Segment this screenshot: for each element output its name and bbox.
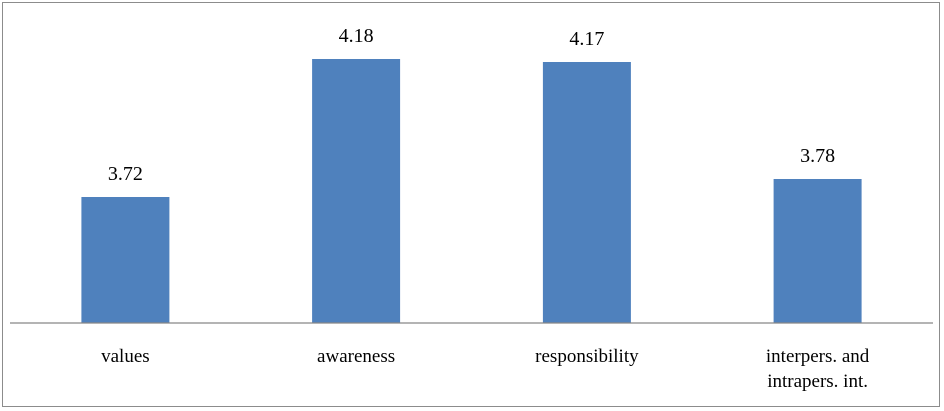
data-label-2: 4.17 [569, 28, 604, 50]
category-label-line: values [101, 346, 150, 367]
category-label-line: awareness [317, 346, 395, 367]
category-label-line: interpers. and [766, 346, 870, 367]
bar-3 [773, 179, 862, 323]
category-label-2: responsibility [535, 346, 639, 367]
category-label-3: interpers. and intrapers. int. [766, 346, 870, 392]
category-label-line: responsibility [535, 346, 639, 367]
bar-1 [312, 59, 401, 323]
bar-2 [542, 62, 631, 323]
category-label-0: values [101, 346, 150, 367]
category-labels-layer: values awareness responsibility interpers. … [101, 346, 870, 392]
data-labels-layer: 3.72 4.18 4.17 3.78 [108, 25, 835, 185]
category-label-1: awareness [317, 346, 395, 367]
bar-0 [81, 197, 170, 323]
bars-layer [81, 59, 862, 323]
chart-frame: 3.72 4.18 4.17 3.78 values awareness responsi… [2, 2, 940, 407]
data-label-3: 3.78 [800, 145, 835, 167]
bar-chart: 3.72 4.18 4.17 3.78 values awareness responsi… [10, 25, 933, 392]
category-label-line: intrapers. int. [767, 371, 868, 392]
data-label-1: 4.18 [339, 25, 374, 47]
data-label-0: 3.72 [108, 163, 143, 185]
